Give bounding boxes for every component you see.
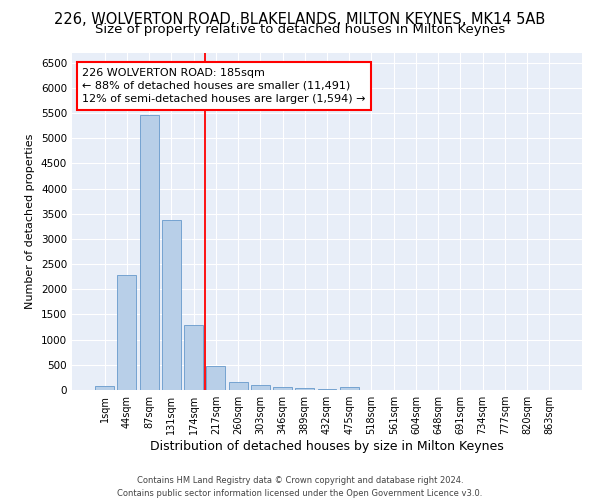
Text: 226, WOLVERTON ROAD, BLAKELANDS, MILTON KEYNES, MK14 5AB: 226, WOLVERTON ROAD, BLAKELANDS, MILTON … xyxy=(55,12,545,28)
Bar xyxy=(184,324,203,390)
Y-axis label: Number of detached properties: Number of detached properties xyxy=(25,134,35,309)
Bar xyxy=(140,116,158,390)
Bar xyxy=(95,386,114,390)
Bar xyxy=(251,386,270,390)
X-axis label: Distribution of detached houses by size in Milton Keynes: Distribution of detached houses by size … xyxy=(150,440,504,453)
Bar xyxy=(340,388,359,390)
Bar xyxy=(273,387,292,390)
Bar xyxy=(295,388,314,390)
Bar xyxy=(206,366,225,390)
Bar xyxy=(118,275,136,390)
Bar xyxy=(162,220,181,390)
Text: Contains HM Land Registry data © Crown copyright and database right 2024.
Contai: Contains HM Land Registry data © Crown c… xyxy=(118,476,482,498)
Text: Size of property relative to detached houses in Milton Keynes: Size of property relative to detached ho… xyxy=(95,22,505,36)
Bar xyxy=(317,389,337,390)
Bar xyxy=(229,382,248,390)
Text: 226 WOLVERTON ROAD: 185sqm
← 88% of detached houses are smaller (11,491)
12% of : 226 WOLVERTON ROAD: 185sqm ← 88% of deta… xyxy=(82,68,366,104)
